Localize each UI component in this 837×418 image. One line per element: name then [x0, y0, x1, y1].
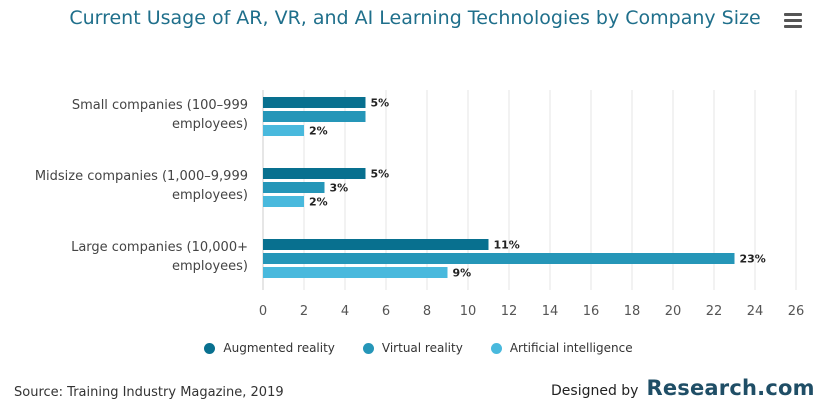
- x-tick-label: 16: [583, 304, 600, 319]
- designed-by: Designed by Research.com: [551, 376, 815, 400]
- category-label-line: Small companies (100–999: [72, 98, 248, 113]
- bar[interactable]: [263, 239, 489, 250]
- legend-label: Virtual reality: [381, 341, 463, 355]
- category-label-line: Large companies (10,000+: [71, 240, 248, 255]
- legend-label: Artificial intelligence: [509, 341, 633, 355]
- bar[interactable]: [263, 196, 304, 207]
- x-tick-label: 2: [300, 304, 308, 319]
- data-label: 11%: [494, 239, 520, 252]
- data-label: 2%: [309, 196, 328, 209]
- bar[interactable]: [263, 97, 366, 108]
- legend-dot-icon: [204, 342, 216, 354]
- legend-item-artificial-intelligence[interactable]: Artificial intelligence: [490, 341, 633, 355]
- legend-dot-icon: [490, 342, 502, 354]
- category-label: Small companies (100–999 employees): [72, 98, 248, 132]
- data-label: 5%: [371, 97, 390, 110]
- category-label-line: employees): [172, 117, 248, 132]
- category-label: Large companies (10,000+ employees): [71, 240, 248, 274]
- bar[interactable]: [263, 253, 735, 264]
- category-label-line: Midsize companies (1,000–9,999: [35, 169, 248, 184]
- category-label-line: employees): [172, 188, 248, 203]
- bar[interactable]: [263, 267, 448, 278]
- brand-logo[interactable]: Research.com: [646, 376, 815, 400]
- category-label: Midsize companies (1,000–9,999 employees): [35, 169, 248, 203]
- bar[interactable]: [263, 168, 366, 179]
- x-tick-label: 20: [665, 304, 682, 319]
- category-label-line: employees): [172, 259, 248, 274]
- data-label: 9%: [453, 267, 472, 280]
- x-tick-label: 0: [259, 304, 267, 319]
- bar[interactable]: [263, 125, 304, 136]
- data-label: 5%: [371, 168, 390, 181]
- x-tick-label: 4: [341, 304, 349, 319]
- data-label: 2%: [309, 125, 328, 138]
- x-tick-label: 24: [747, 304, 764, 319]
- bar[interactable]: [263, 182, 325, 193]
- legend-item-augmented-reality[interactable]: Augmented reality: [204, 341, 335, 355]
- x-tick-label: 12: [501, 304, 518, 319]
- legend-dot-icon: [362, 342, 374, 354]
- data-label: 23%: [740, 253, 766, 266]
- x-tick-label: 22: [706, 304, 723, 319]
- x-tick-label: 6: [382, 304, 390, 319]
- x-tick-label: 8: [423, 304, 431, 319]
- x-tick-label: 26: [788, 304, 805, 319]
- legend-label: Augmented reality: [223, 341, 335, 355]
- designed-by-label: Designed by: [551, 383, 639, 399]
- x-tick-label: 18: [624, 304, 641, 319]
- hamburger-menu-icon[interactable]: [784, 13, 802, 29]
- x-tick-label: 10: [460, 304, 477, 319]
- x-tick-label: 14: [542, 304, 559, 319]
- legend: Augmented reality Virtual reality Artifi…: [0, 341, 837, 355]
- bar[interactable]: [263, 111, 366, 122]
- chart-title: Current Usage of AR, VR, and AI Learning…: [69, 7, 761, 29]
- source-note: Source: Training Industry Magazine, 2019: [14, 385, 284, 400]
- legend-item-virtual-reality[interactable]: Virtual reality: [362, 341, 463, 355]
- data-label: 3%: [330, 182, 349, 195]
